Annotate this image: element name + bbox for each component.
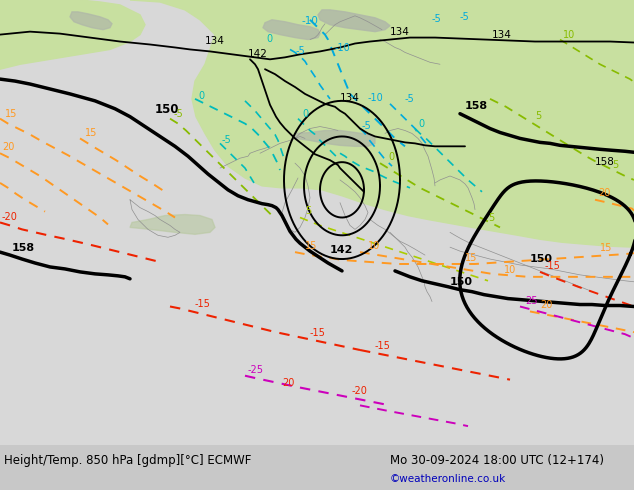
Polygon shape xyxy=(130,215,215,234)
Text: 0: 0 xyxy=(302,109,308,119)
Text: -5: -5 xyxy=(362,121,372,130)
Text: 158: 158 xyxy=(595,157,615,167)
Text: 150: 150 xyxy=(530,254,553,264)
Text: 15: 15 xyxy=(85,128,98,139)
Text: -10: -10 xyxy=(335,44,351,53)
Text: 150: 150 xyxy=(155,103,179,116)
Polygon shape xyxy=(295,130,375,147)
Text: 142: 142 xyxy=(248,49,268,59)
Text: 0: 0 xyxy=(266,33,272,44)
Polygon shape xyxy=(70,12,112,30)
Text: -20: -20 xyxy=(352,386,368,395)
Text: 5: 5 xyxy=(535,111,541,121)
Polygon shape xyxy=(0,0,634,445)
Text: 0: 0 xyxy=(198,91,204,101)
Text: 10: 10 xyxy=(368,241,380,251)
Text: 150: 150 xyxy=(450,277,473,287)
Text: -5: -5 xyxy=(222,135,232,146)
Text: -15: -15 xyxy=(195,298,211,309)
Text: -5: -5 xyxy=(296,47,306,56)
Text: -25: -25 xyxy=(248,365,264,375)
Text: 20: 20 xyxy=(2,142,15,152)
Text: 20: 20 xyxy=(598,188,611,198)
Text: -15: -15 xyxy=(375,341,391,351)
Text: -15: -15 xyxy=(545,261,561,271)
Text: 158: 158 xyxy=(465,101,488,111)
Text: 158: 158 xyxy=(12,243,35,253)
Polygon shape xyxy=(300,0,634,44)
Text: -5: -5 xyxy=(460,12,470,22)
Text: 134: 134 xyxy=(390,26,410,37)
Text: 15: 15 xyxy=(600,243,612,253)
Text: 0: 0 xyxy=(388,152,394,162)
Text: ©weatheronline.co.uk: ©weatheronline.co.uk xyxy=(390,474,507,484)
Text: -20: -20 xyxy=(2,213,18,222)
Text: 5: 5 xyxy=(488,214,495,223)
Text: 15: 15 xyxy=(465,253,477,263)
Text: 20: 20 xyxy=(282,378,294,388)
Text: 0: 0 xyxy=(418,119,424,128)
Text: 10: 10 xyxy=(563,29,575,40)
Text: -10: -10 xyxy=(302,16,319,26)
Text: Mo 30-09-2024 18:00 UTC (12+174): Mo 30-09-2024 18:00 UTC (12+174) xyxy=(390,454,604,467)
Text: 20: 20 xyxy=(540,300,552,311)
Text: -10: -10 xyxy=(368,93,384,103)
Text: 134: 134 xyxy=(205,36,225,47)
Text: 15: 15 xyxy=(305,241,318,251)
Polygon shape xyxy=(130,0,634,247)
Text: -15: -15 xyxy=(310,328,326,338)
Polygon shape xyxy=(0,0,145,69)
Text: 5: 5 xyxy=(305,206,311,216)
Text: 25: 25 xyxy=(525,295,538,306)
Polygon shape xyxy=(263,20,320,40)
Text: 15: 15 xyxy=(5,109,17,119)
Text: 142: 142 xyxy=(330,245,353,255)
Polygon shape xyxy=(318,10,390,32)
Text: -5: -5 xyxy=(174,109,184,119)
Text: Height/Temp. 850 hPa [gdmp][°C] ECMWF: Height/Temp. 850 hPa [gdmp][°C] ECMWF xyxy=(4,454,251,467)
Text: -5: -5 xyxy=(432,14,442,24)
Text: -5: -5 xyxy=(405,94,415,104)
Text: 134: 134 xyxy=(340,93,360,103)
Text: 10: 10 xyxy=(504,265,516,275)
Text: 134: 134 xyxy=(492,29,512,40)
Text: 5: 5 xyxy=(612,160,618,170)
